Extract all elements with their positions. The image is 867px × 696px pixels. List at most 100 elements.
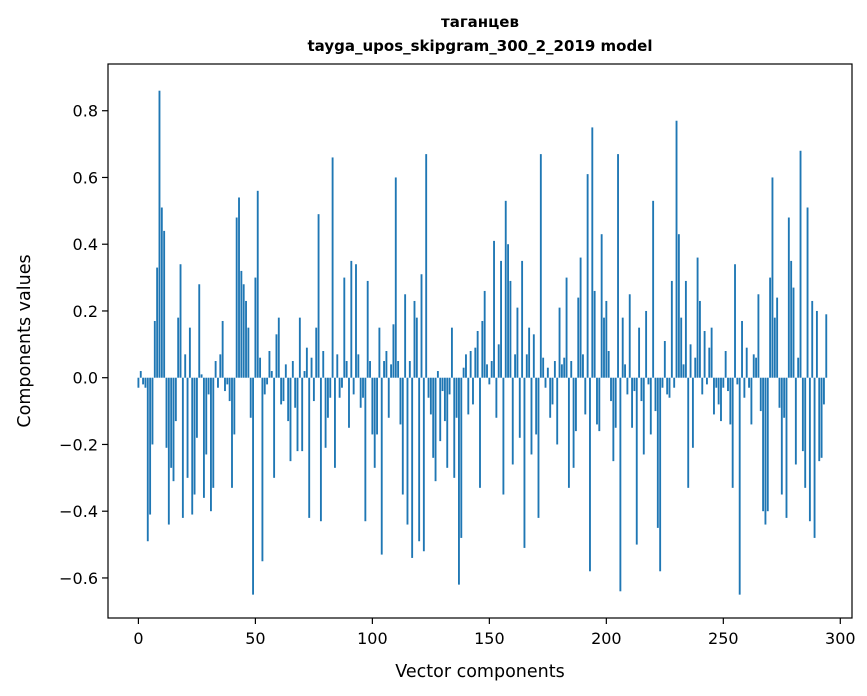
bar-component-203 (612, 377, 615, 462)
bar-component-44 (240, 270, 243, 378)
y-tick-label: −0.2 (59, 435, 98, 454)
bar-component-240 (698, 300, 701, 378)
bar-component-55 (266, 377, 269, 385)
bar-component-61 (280, 377, 283, 405)
bar-component-113 (401, 377, 404, 495)
bar-component-66 (291, 361, 294, 378)
bar-component-58 (273, 377, 276, 478)
bar-component-212 (633, 377, 636, 392)
bar-component-129 (439, 377, 442, 442)
bar-component-170 (535, 377, 538, 435)
bar-component-123 (425, 154, 428, 378)
x-tick-label: 100 (357, 629, 388, 648)
bar-component-36 (221, 320, 224, 378)
bar-component-40 (231, 377, 233, 488)
bar-component-191 (584, 377, 587, 415)
bar-component-286 (806, 207, 809, 378)
bar-component-159 (509, 280, 512, 378)
bar-component-231 (677, 234, 680, 378)
bar-component-71 (303, 371, 306, 378)
bar-component-182 (563, 357, 566, 378)
bar-component-289 (813, 377, 816, 538)
bar-component-247 (715, 377, 718, 388)
x-axis-label: Vector components (395, 662, 564, 682)
bar-component-237 (691, 377, 694, 448)
bar-component-88 (343, 277, 346, 378)
bar-component-156 (502, 377, 505, 495)
bar-component-235 (687, 377, 690, 488)
bar-component-288 (811, 300, 814, 378)
bar-component-14 (170, 377, 173, 468)
bar-component-10 (160, 207, 163, 378)
bar-component-153 (495, 377, 498, 418)
bar-component-122 (422, 377, 425, 552)
bar-component-272 (773, 317, 776, 378)
bar-component-279 (790, 260, 793, 378)
bar-component-258 (741, 320, 743, 378)
bar-component-294 (825, 314, 828, 378)
bar-component-108 (390, 364, 393, 378)
bar-component-262 (750, 377, 753, 425)
bar-component-253 (729, 377, 732, 425)
bar-component-139 (462, 367, 465, 378)
bar-component-284 (801, 377, 804, 452)
bar-component-236 (689, 344, 692, 378)
x-tick-label: 300 (825, 629, 856, 648)
bar-component-180 (558, 307, 561, 378)
bar-component-219 (649, 377, 652, 435)
y-tick-label: 0.8 (73, 102, 98, 121)
bar-component-204 (614, 377, 617, 428)
bar-component-100 (371, 377, 374, 435)
bar-component-211 (631, 377, 634, 428)
bar-component-146 (479, 377, 481, 488)
bar-component-196 (596, 377, 598, 425)
bar-component-106 (385, 351, 388, 378)
bar-component-210 (628, 294, 631, 378)
bar-component-169 (532, 334, 535, 378)
bar-component-138 (460, 377, 463, 538)
bar-component-164 (521, 260, 524, 378)
bar-component-70 (301, 377, 304, 452)
bar-component-214 (638, 327, 641, 378)
bar-component-94 (357, 354, 360, 378)
bar-component-173 (542, 357, 545, 378)
bar-component-184 (567, 377, 570, 488)
bar-component-144 (474, 347, 477, 378)
bar-component-33 (214, 361, 217, 378)
bar-component-16 (174, 377, 177, 422)
bar-component-265 (757, 294, 760, 378)
y-tick-label: 0.0 (73, 369, 98, 388)
bar-component-227 (668, 377, 671, 398)
bar-component-278 (787, 217, 790, 378)
bar-component-51 (256, 190, 259, 378)
bar-component-280 (792, 287, 795, 378)
bar-component-131 (443, 377, 446, 422)
bar-component-22 (188, 327, 191, 378)
bar-component-43 (238, 197, 240, 378)
bar-component-67 (294, 377, 297, 408)
bar-component-107 (387, 377, 390, 418)
bar-component-21 (186, 377, 189, 478)
bar-component-77 (317, 214, 320, 378)
bar-component-205 (617, 154, 619, 378)
bar-component-64 (287, 377, 290, 422)
bar-component-136 (455, 377, 458, 418)
bar-component-193 (589, 377, 591, 572)
x-axis-ticks: 0 50 100 150 200 250 300 (133, 618, 856, 648)
bar-component-190 (582, 354, 584, 378)
bar-component-29 (205, 377, 208, 455)
bar-component-195 (593, 290, 596, 378)
bar-component-110 (394, 177, 397, 378)
bar-component-1 (139, 371, 142, 378)
bar-component-49 (252, 377, 254, 595)
bar-component-216 (642, 377, 645, 455)
bar-component-238 (694, 357, 697, 378)
bar-component-241 (701, 377, 704, 395)
bar-component-8 (156, 267, 159, 378)
bar-component-183 (565, 277, 568, 378)
bar-component-111 (397, 361, 400, 378)
bar-component-97 (364, 377, 367, 522)
y-tick-label: −0.6 (59, 569, 98, 588)
bar-component-137 (458, 377, 460, 585)
